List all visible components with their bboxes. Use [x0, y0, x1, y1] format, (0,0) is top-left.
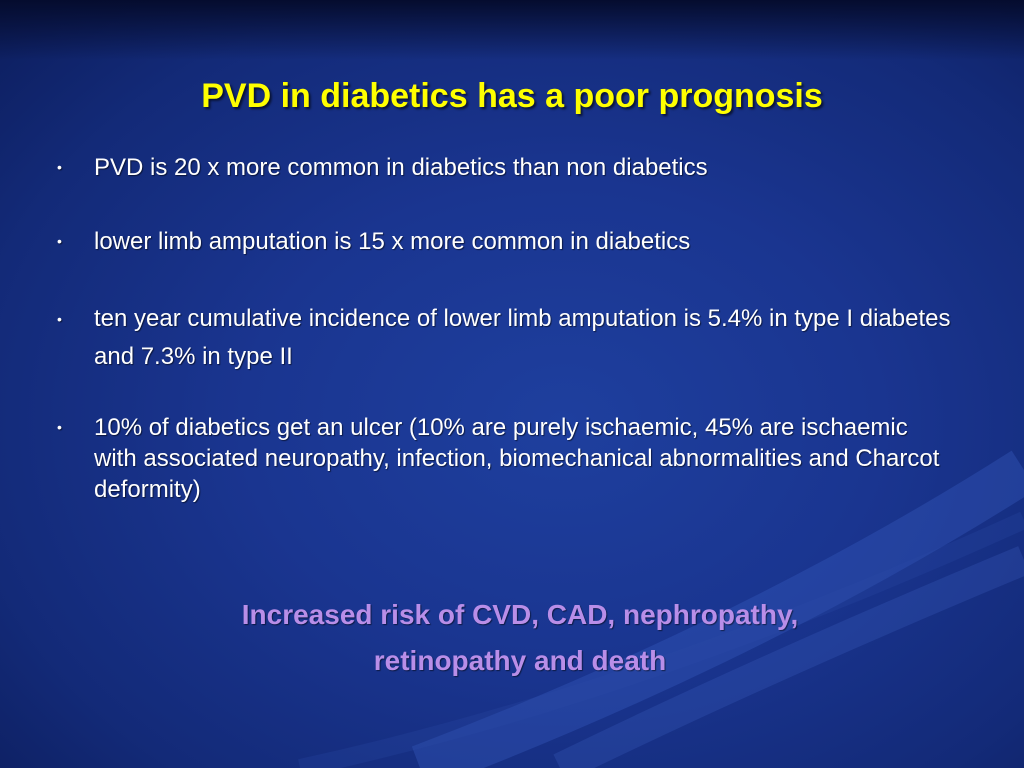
closing-statement: Increased risk of CVD, CAD, nephropathy,… — [0, 592, 1024, 684]
bullet-icon: • — [57, 159, 62, 175]
bullet-icon: • — [57, 419, 62, 435]
closing-line-1: Increased risk of CVD, CAD, nephropathy, — [241, 599, 799, 630]
list-item: • PVD is 20 x more common in diabetics t… — [54, 152, 954, 183]
list-item: • lower limb amputation is 15 x more com… — [54, 226, 954, 257]
bullet-text: 10% of diabetics get an ulcer (10% are p… — [94, 414, 940, 503]
closing-line-2: retinopathy and death — [373, 645, 667, 676]
list-item: • ten year cumulative incidence of lower… — [54, 300, 954, 376]
bullet-text: ten year cumulative incidence of lower l… — [94, 305, 951, 370]
bullet-text: lower limb amputation is 15 x more commo… — [94, 228, 691, 255]
slide-title: PVD in diabetics has a poor prognosis — [201, 77, 823, 115]
list-item: • 10% of diabetics get an ulcer (10% are… — [54, 412, 954, 505]
bullet-list: • PVD is 20 x more common in diabetics t… — [54, 152, 954, 505]
bullet-icon: • — [57, 233, 62, 249]
bullet-icon: • — [57, 311, 62, 327]
bullet-text: PVD is 20 x more common in diabetics tha… — [94, 154, 708, 181]
top-shade — [0, 0, 1024, 60]
